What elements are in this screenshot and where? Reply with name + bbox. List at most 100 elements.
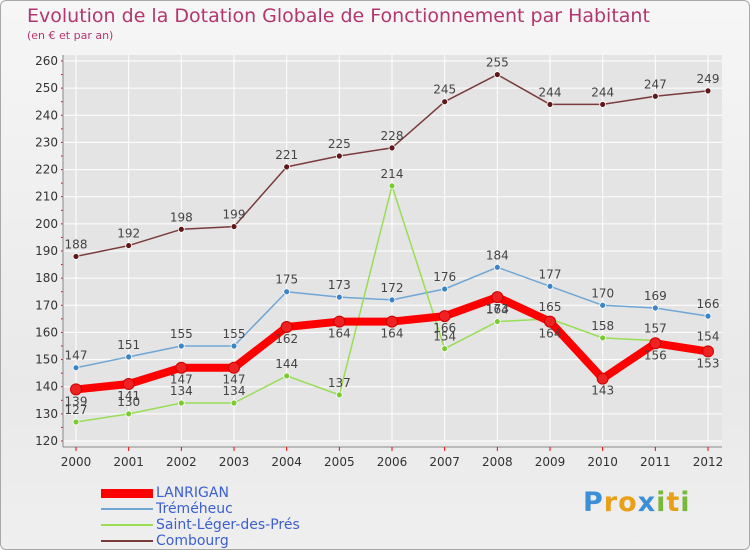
data-point bbox=[175, 361, 188, 374]
chart-subtitle: (en € et par an) bbox=[27, 29, 114, 42]
data-label: 175 bbox=[275, 273, 298, 287]
data-point bbox=[228, 361, 240, 374]
data-label: 184 bbox=[486, 248, 509, 262]
y-tick-label: 200 bbox=[35, 217, 58, 231]
data-label: 221 bbox=[275, 148, 298, 162]
data-label: 164 bbox=[539, 327, 562, 341]
data-point bbox=[335, 293, 343, 301]
data-label: 255 bbox=[486, 56, 509, 70]
data-point bbox=[441, 345, 449, 353]
data-label: 155 bbox=[223, 327, 246, 341]
data-label: 177 bbox=[539, 267, 562, 281]
data-point bbox=[546, 101, 554, 108]
data-point bbox=[230, 399, 238, 407]
data-point bbox=[493, 318, 501, 325]
data-label: 164 bbox=[486, 303, 509, 317]
data-label: 199 bbox=[223, 208, 246, 222]
data-point bbox=[544, 315, 556, 328]
data-label: 130 bbox=[117, 395, 140, 409]
data-point bbox=[388, 296, 396, 304]
proxiti-logo: Proxiti bbox=[583, 487, 691, 518]
y-tick-label: 170 bbox=[35, 298, 58, 312]
x-tick-label: 2007 bbox=[429, 455, 460, 469]
data-point bbox=[596, 372, 609, 385]
data-label: 153 bbox=[697, 356, 720, 370]
data-label: 147 bbox=[65, 349, 88, 363]
data-point bbox=[649, 337, 662, 350]
y-tick-label: 220 bbox=[35, 163, 58, 177]
x-tick-label: 2009 bbox=[535, 455, 566, 469]
data-point bbox=[283, 288, 291, 296]
x-tick-label: 2003 bbox=[219, 455, 250, 469]
data-label: 249 bbox=[697, 72, 720, 86]
y-tick-label: 140 bbox=[35, 380, 58, 394]
x-tick-label: 2006 bbox=[377, 455, 408, 469]
data-point bbox=[702, 345, 714, 358]
data-label: 154 bbox=[697, 330, 720, 344]
data-point bbox=[125, 242, 133, 249]
data-point bbox=[388, 182, 396, 190]
data-label: 166 bbox=[433, 321, 456, 335]
data-label: 166 bbox=[697, 297, 720, 311]
data-point bbox=[704, 87, 712, 95]
data-point bbox=[386, 315, 398, 328]
y-tick-label: 130 bbox=[35, 407, 58, 421]
data-point bbox=[70, 383, 82, 396]
data-point bbox=[230, 223, 238, 230]
y-tick-label: 260 bbox=[35, 54, 58, 68]
data-label: 172 bbox=[381, 281, 404, 295]
data-label: 188 bbox=[65, 237, 88, 251]
x-tick-label: 2008 bbox=[482, 455, 513, 469]
data-label: 134 bbox=[170, 384, 193, 398]
data-point bbox=[125, 353, 133, 361]
data-point bbox=[335, 152, 343, 160]
data-label: 155 bbox=[170, 327, 193, 341]
data-point bbox=[280, 321, 293, 333]
data-point bbox=[283, 163, 291, 171]
data-label: 169 bbox=[644, 289, 667, 303]
data-point bbox=[177, 225, 185, 233]
x-tick-label: 2005 bbox=[324, 455, 355, 469]
data-label: 164 bbox=[328, 327, 351, 341]
y-tick-label: 240 bbox=[35, 108, 58, 122]
logo-letter: i bbox=[680, 487, 691, 518]
data-label: 127 bbox=[65, 403, 88, 417]
data-point bbox=[599, 101, 607, 108]
legend-swatch bbox=[101, 524, 153, 526]
data-point bbox=[283, 372, 291, 380]
data-point bbox=[125, 410, 133, 418]
data-point bbox=[599, 334, 607, 342]
y-tick-label: 190 bbox=[35, 244, 58, 258]
y-tick-label: 150 bbox=[35, 353, 58, 367]
legend-label: Combourg bbox=[156, 533, 229, 549]
data-label: 170 bbox=[591, 286, 614, 300]
data-label: 151 bbox=[117, 338, 140, 352]
logo-letter: i bbox=[656, 487, 667, 518]
y-tick-label: 120 bbox=[35, 434, 58, 448]
data-label: 157 bbox=[644, 322, 667, 336]
data-label: 244 bbox=[591, 85, 614, 99]
data-point bbox=[333, 315, 346, 328]
data-point bbox=[72, 253, 80, 260]
legend-swatch bbox=[101, 508, 153, 510]
logo-letter: r bbox=[603, 487, 619, 518]
data-point bbox=[546, 282, 554, 290]
data-point bbox=[441, 98, 449, 106]
data-point bbox=[72, 364, 80, 372]
data-label: 165 bbox=[539, 300, 562, 314]
legend-swatch bbox=[101, 488, 153, 498]
x-tick-label: 2010 bbox=[587, 455, 618, 469]
data-label: 137 bbox=[328, 376, 351, 390]
data-label: 156 bbox=[644, 348, 667, 362]
data-point bbox=[335, 391, 343, 399]
data-point bbox=[388, 144, 396, 152]
data-label: 225 bbox=[328, 137, 351, 151]
data-point bbox=[230, 342, 238, 350]
legend-swatch bbox=[101, 540, 153, 542]
data-label: 247 bbox=[644, 77, 667, 91]
data-label: 139 bbox=[65, 394, 88, 408]
y-tick-label: 250 bbox=[35, 81, 58, 95]
data-label: 198 bbox=[170, 210, 193, 224]
chart-title: Evolution de la Dotation Globale de Fonc… bbox=[27, 5, 650, 27]
data-label: 244 bbox=[539, 85, 562, 99]
